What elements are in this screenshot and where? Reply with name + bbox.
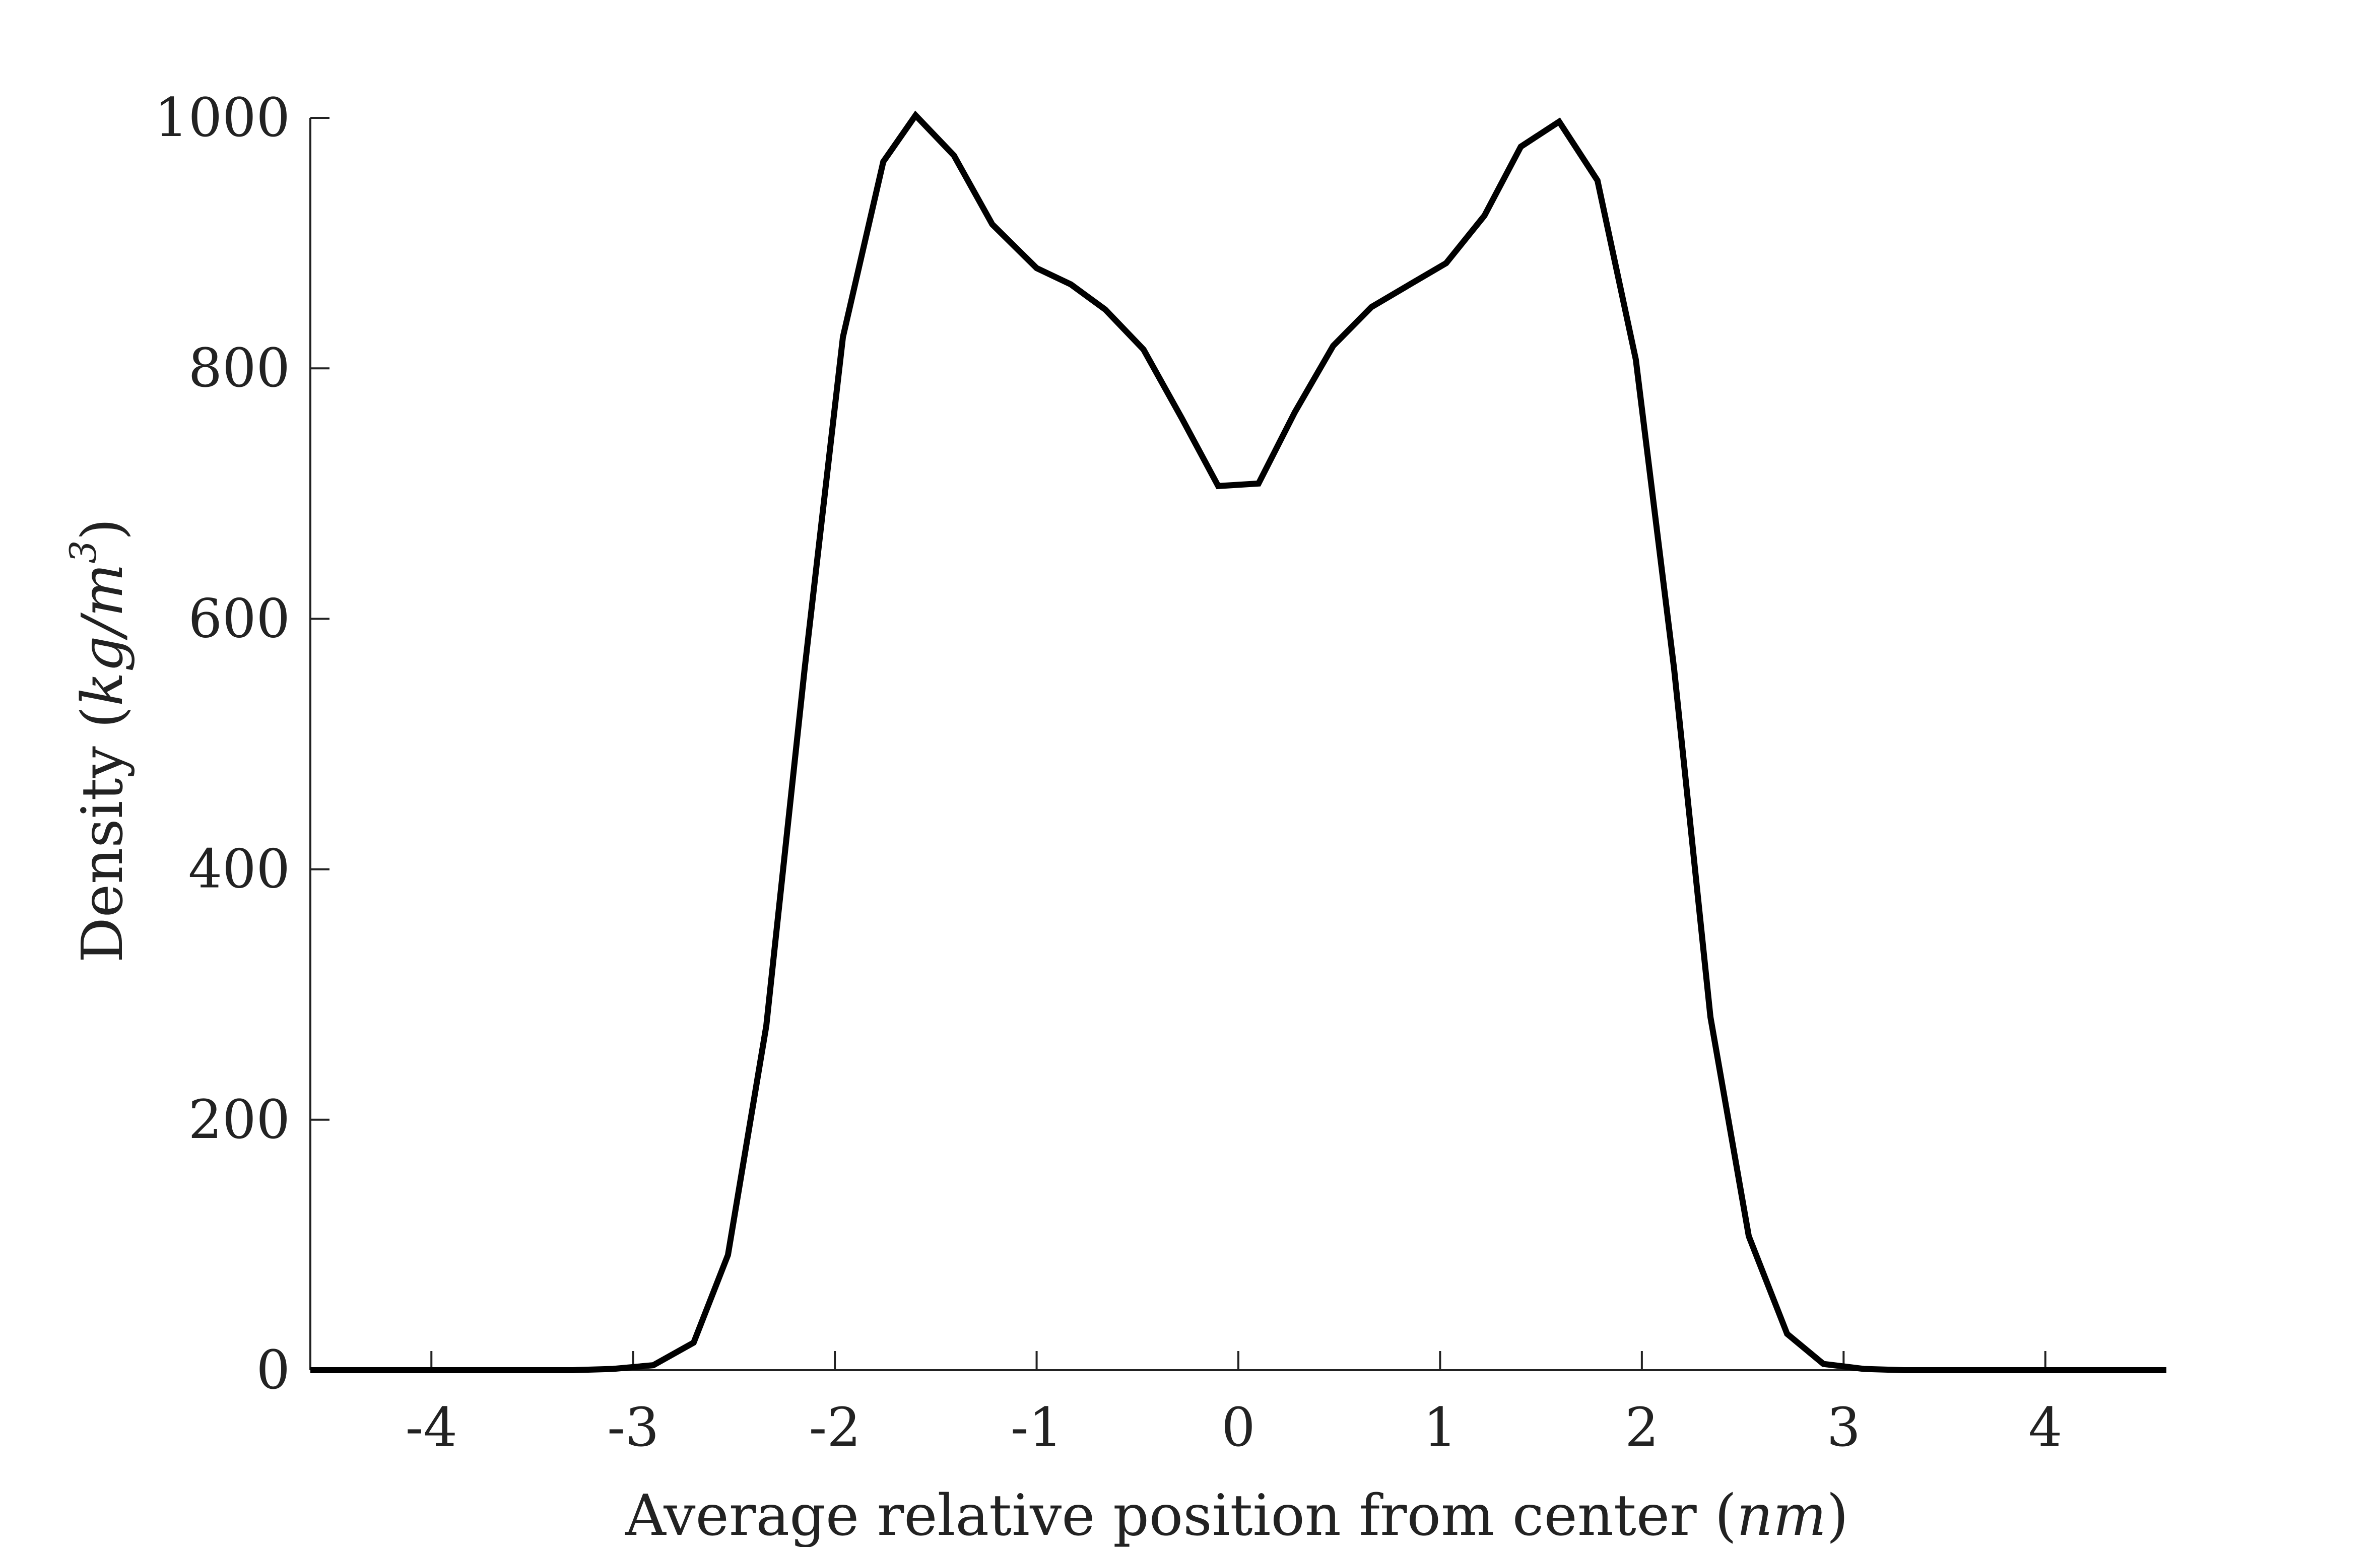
x-tick-label: 0	[1221, 1396, 1255, 1458]
y-tick-label: 800	[188, 337, 290, 399]
x-tick-label: -2	[809, 1396, 861, 1458]
density-series-line	[310, 110, 2166, 1373]
x-tick-label: -1	[1011, 1396, 1063, 1458]
x-tick-label: 2	[1625, 1396, 1659, 1458]
y-tick-label: 600	[188, 587, 290, 649]
y-tick-label: 0	[256, 1339, 290, 1401]
y-tick-label: 200	[188, 1089, 290, 1151]
x-tick-label: 4	[2028, 1396, 2062, 1458]
y-tick-label: 400	[188, 838, 290, 900]
x-axis-label: Average relative position from center (n…	[625, 1483, 1848, 1547]
x-tick-label: -4	[406, 1396, 457, 1458]
plot-area	[310, 110, 2166, 1373]
x-tick-label: -3	[607, 1396, 659, 1458]
x-tick-label: 3	[1827, 1396, 1861, 1458]
y-tick-label: 1000	[154, 87, 290, 149]
x-tick-label: 1	[1423, 1396, 1457, 1458]
y-axis-label: Density (kg/m3)	[62, 518, 136, 963]
y-ticks: 0 200 400 600 800 1000	[154, 87, 329, 1401]
x-ticks: -4 -3 -2 -1 0 1 2 3 4	[406, 1351, 2062, 1458]
